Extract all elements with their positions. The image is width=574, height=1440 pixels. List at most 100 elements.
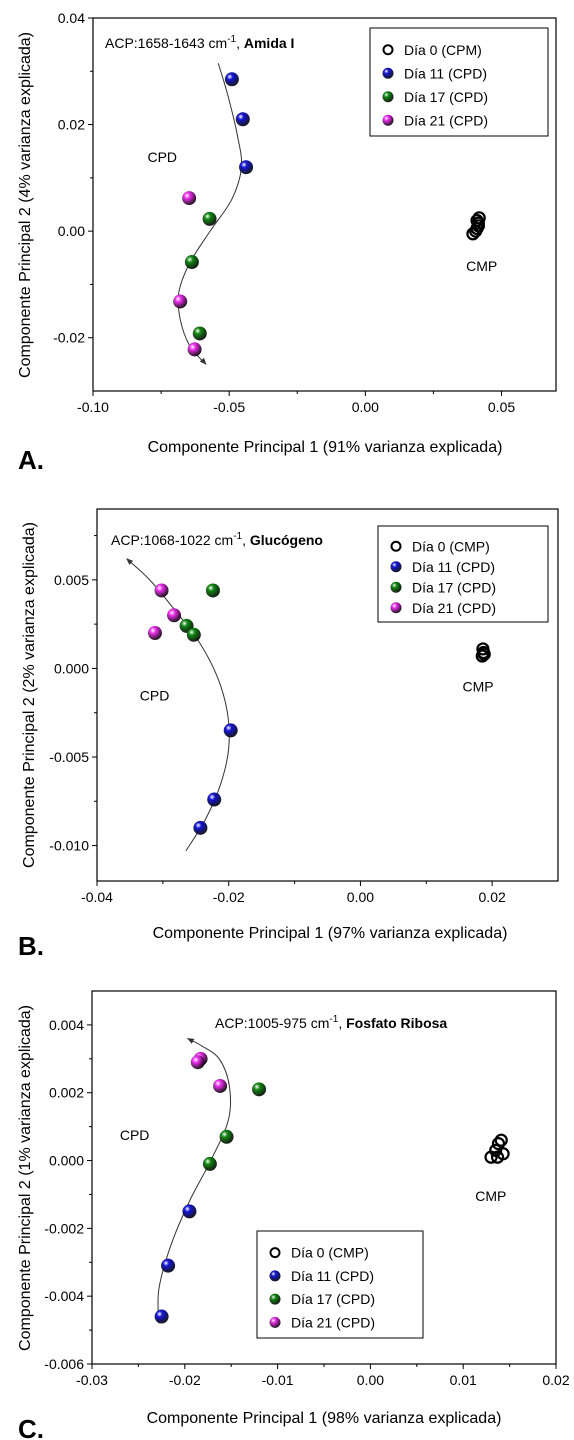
y-tick-label: -0.02 — [53, 330, 85, 346]
data-point — [202, 211, 217, 226]
y-axis-label: Componente Principal 2 (4% varianza expl… — [17, 32, 34, 378]
x-tick-label: 0.02 — [479, 889, 506, 905]
data-point — [223, 723, 238, 738]
x-tick-label: -0.01 — [262, 1372, 294, 1388]
data-point — [161, 1258, 176, 1273]
legend-label: Día 11 (CPD) — [291, 1268, 374, 1284]
annotation-text: ACP:1005-975 cm — [215, 1015, 329, 1031]
legend-label: Día 0 (CPM) — [404, 42, 482, 58]
legend-marker — [269, 1293, 281, 1305]
data-point — [154, 1309, 169, 1324]
annotation-separator: , — [236, 35, 244, 51]
panel-letter: C. — [18, 1414, 44, 1440]
legend: Día 0 (CMP) Día 11 (CPD) Día 17 (CPD) Día 2… — [256, 1230, 424, 1339]
series-day11 — [193, 723, 238, 835]
series-day11 — [224, 72, 254, 175]
series-day11 — [154, 1204, 197, 1324]
annotation-bold: Amida I — [244, 35, 295, 51]
data-point — [202, 1156, 217, 1171]
series-day17 — [202, 1082, 267, 1171]
data-point — [187, 342, 202, 357]
panel-annotation: ACP:1005-975 cm-1, Fosfato Ribosa — [215, 1014, 447, 1031]
legend-marker — [382, 91, 394, 103]
data-point-hollow — [494, 1133, 508, 1147]
x-tick-label: -0.02 — [213, 889, 245, 905]
legend-label: Día 21 (CPD) — [404, 112, 488, 128]
legend-label: Día 21 (CPD) — [412, 600, 496, 616]
annotation-superscript: -1 — [233, 531, 242, 542]
legend-marker-hollow — [390, 540, 402, 552]
x-tick-label: 0.00 — [347, 889, 374, 905]
legend-label: Día 17 (CPD) — [412, 579, 496, 595]
data-point — [207, 792, 222, 807]
x-tick-label: -0.04 — [81, 889, 113, 905]
panel-c: -0.03 -0.02 -0.01 0.00 0.01 0.02 -0.006 -0.004 -… — [17, 990, 570, 1440]
data-point — [190, 1055, 205, 1070]
y-tick-label: 0.002 — [49, 1085, 84, 1101]
panel-b: -0.04 -0.02 0.00 0.02 -0.010 -0.005 0.000 0.005… — [18, 508, 559, 961]
legend-marker — [269, 1316, 281, 1328]
legend-marker — [382, 114, 394, 126]
x-axis-label: Componente Principal 1 (97% varianza exp… — [153, 925, 508, 942]
panel-letter: A. — [18, 445, 44, 475]
data-point-hollow — [489, 1143, 503, 1157]
group-label-cmp: CMP — [475, 1188, 506, 1204]
x-tick-label: -0.03 — [76, 1372, 108, 1388]
x-tick-label: -0.02 — [169, 1372, 201, 1388]
series-day0 — [484, 1133, 510, 1164]
data-point — [192, 326, 207, 341]
legend-marker — [390, 561, 402, 573]
x-tick-label: 0.05 — [488, 399, 515, 415]
y-tick-label: -0.005 — [49, 749, 89, 765]
group-label-cpd: CPD — [120, 1127, 150, 1143]
annotation-text: ACP:1658-1643 cm — [105, 35, 227, 51]
legend-marker — [382, 67, 394, 79]
group-label-cpd: CPD — [140, 687, 170, 703]
y-tick-label: 0.02 — [58, 117, 85, 133]
data-point — [173, 294, 188, 309]
data-point-hollow — [490, 1150, 505, 1164]
y-tick-label: 0.04 — [58, 10, 85, 26]
series-day21 — [190, 1051, 228, 1093]
data-point-hollow — [477, 647, 491, 661]
panel-annotation: ACP:1658-1643 cm-1, Amida I — [105, 34, 294, 51]
legend-marker-hollow — [269, 1247, 281, 1259]
legend-marker — [390, 581, 402, 593]
y-tick-label: -0.006 — [44, 1356, 84, 1372]
data-point — [182, 191, 197, 206]
data-point — [205, 583, 220, 598]
legend-label: Día 11 (CPD) — [404, 65, 487, 81]
data-point — [252, 1082, 267, 1097]
group-label-cmp: CMP — [466, 258, 497, 274]
legend-marker-hollow — [382, 44, 394, 56]
y-tick-label: -0.004 — [44, 1288, 84, 1304]
data-point — [239, 160, 254, 175]
legend-label: Día 17 (CPD) — [404, 89, 488, 105]
data-point-hollow — [472, 211, 486, 225]
x-tick-label: -0.10 — [77, 399, 109, 415]
x-axis-label: Componente Principal 1 (91% varianza exp… — [148, 439, 503, 456]
panel-annotation: ACP:1068-1022 cm-1, Glucógeno — [111, 531, 323, 548]
data-point — [186, 627, 201, 642]
series-day21 — [173, 191, 202, 357]
trend-arrow — [177, 63, 243, 365]
annotation-text: ACP:1068-1022 cm — [111, 532, 233, 548]
legend-label: Día 11 (CPD) — [412, 559, 495, 575]
legend-label: Día 0 (CMP) — [412, 538, 490, 554]
series-day21 — [147, 583, 182, 640]
data-point — [154, 583, 169, 598]
legend-box — [369, 27, 549, 137]
annotation-separator: , — [242, 532, 250, 548]
annotation-superscript: -1 — [329, 1014, 338, 1025]
plot-frame — [96, 508, 559, 882]
group-label-cpd: CPD — [147, 149, 177, 165]
series-day0 — [466, 211, 486, 241]
data-point-hollow — [476, 642, 490, 656]
series-day17 — [184, 211, 217, 341]
y-axis-label: Componente Principal 2 (1% varianza expl… — [17, 1005, 34, 1351]
x-tick-label: -0.05 — [213, 399, 245, 415]
panel-a: -0.10 -0.05 0.00 0.05 -0.02 0.00 0.02 0.04 Compo… — [17, 10, 557, 475]
data-point — [224, 72, 239, 87]
series-day17 — [179, 583, 220, 642]
data-point — [213, 1078, 228, 1093]
